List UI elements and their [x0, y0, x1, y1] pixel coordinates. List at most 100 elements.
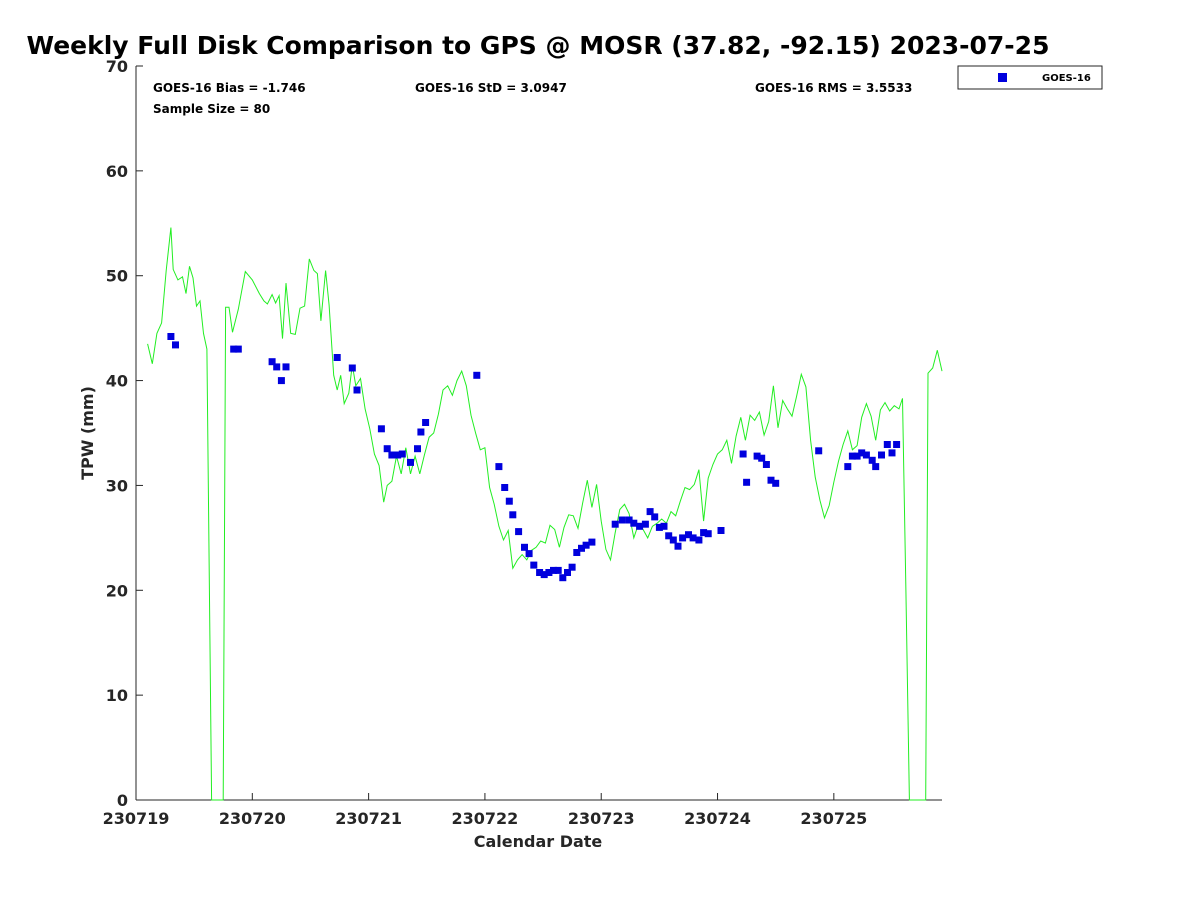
goes16-point: [625, 516, 633, 524]
goes16-point: [888, 449, 896, 457]
goes16-point: [844, 463, 852, 471]
goes16-point: [568, 563, 576, 571]
y-tick-label: 40: [106, 372, 128, 391]
y-ticks: 0 10 20 30 40 50 60 70: [106, 57, 143, 810]
goes16-point: [883, 441, 891, 448]
goes16-point: [815, 447, 823, 455]
goes16-point: [348, 364, 356, 372]
axes: [135, 66, 942, 801]
goes16-point: [858, 449, 866, 457]
goes16-point: [515, 528, 523, 536]
goes16-point: [521, 543, 528, 551]
goes16-point: [588, 538, 596, 546]
goes16-point: [772, 479, 780, 487]
goes16-point: [630, 519, 638, 527]
goes16-point: [893, 441, 901, 448]
goes16-point: [273, 363, 281, 371]
goes16-point: [333, 354, 341, 361]
y-tick-label: 10: [106, 686, 128, 705]
goes16-point: [545, 569, 553, 576]
x-tick-label: 230723: [568, 809, 635, 828]
goes16-point: [655, 523, 663, 531]
goes16-point: [646, 508, 654, 516]
goes16-point: [660, 522, 668, 530]
goes16-point: [417, 428, 425, 436]
x-tick-label: 230725: [800, 809, 867, 828]
goes16-point: [509, 511, 517, 519]
goes16-point: [377, 425, 385, 433]
goes16-point: [743, 478, 751, 486]
y-axis-label: TPW (mm): [78, 386, 97, 480]
goes16-point: [277, 377, 285, 385]
goes16-point: [394, 451, 402, 459]
goes16-point: [578, 544, 585, 552]
goes16-point: [641, 520, 649, 528]
goes16-point: [669, 536, 677, 544]
legend-box: [957, 65, 1103, 90]
y-tick-label: 20: [106, 581, 128, 600]
goes16-point: [473, 371, 481, 379]
goes16-point: [582, 541, 590, 549]
goes16-point: [554, 566, 562, 574]
goes16-point: [268, 358, 276, 366]
goes16-point: [172, 341, 179, 349]
goes16-point: [525, 550, 533, 558]
goes-series: [167, 333, 901, 582]
goes16-point: [550, 566, 557, 574]
goes16-point: [862, 451, 870, 459]
x-tick-label: 230720: [219, 809, 286, 828]
std-stat: GOES-16 StD = 3.0947: [415, 81, 567, 95]
gps-line: [147, 227, 943, 801]
goes16-point: [758, 454, 766, 462]
goes16-point: [753, 452, 761, 460]
y-tick-label: 70: [106, 57, 128, 76]
goes16-point: [230, 345, 238, 353]
goes16-point: [868, 456, 876, 464]
legend-marker-goes16: [998, 73, 1007, 82]
goes16-point: [685, 531, 692, 539]
goes16-point: [495, 463, 503, 471]
goes16-point: [704, 530, 712, 538]
goes16-point: [665, 532, 673, 540]
legend-label-goes16: GOES-16: [1042, 73, 1091, 84]
goes16-point: [422, 419, 430, 426]
goes16-point: [407, 458, 414, 466]
goes16-point: [853, 452, 861, 460]
goes16-point: [536, 569, 544, 576]
goes16-point: [611, 520, 619, 528]
goes16-point: [383, 445, 391, 453]
goes16-point: [878, 451, 885, 459]
goes16-point: [767, 476, 775, 484]
goes16-point: [700, 529, 708, 537]
goes16-point: [234, 345, 242, 353]
gps-series: [147, 227, 943, 801]
goes16-point: [679, 534, 687, 542]
goes16-point: [872, 463, 880, 471]
goes16-point: [398, 450, 406, 458]
bias-stat: GOES-16 Bias = -1.746: [153, 81, 306, 95]
goes16-point: [695, 536, 703, 544]
goes16-point: [636, 522, 644, 530]
x-tick-label: 230719: [103, 809, 170, 828]
goes16-point: [674, 542, 682, 550]
x-tick-label: 230724: [684, 809, 751, 828]
y-tick-label: 30: [106, 476, 128, 495]
goes16-point: [530, 561, 538, 569]
sample-size-stat: Sample Size = 80: [153, 102, 270, 116]
x-tick-label: 230721: [335, 809, 402, 828]
goes16-point: [739, 450, 747, 458]
goes16-point: [414, 445, 421, 453]
goes16-point: [618, 516, 626, 524]
goes16-point: [564, 569, 571, 576]
rms-stat: GOES-16 RMS = 3.5533: [755, 81, 912, 95]
goes16-point: [540, 571, 548, 579]
goes16-point: [282, 363, 290, 371]
goes16-point: [501, 484, 509, 491]
legend: GOES-16: [957, 65, 1103, 90]
y-tick-label: 50: [106, 267, 128, 286]
goes16-point: [651, 513, 659, 521]
goes16-point: [167, 333, 175, 340]
goes16-point: [505, 497, 513, 505]
